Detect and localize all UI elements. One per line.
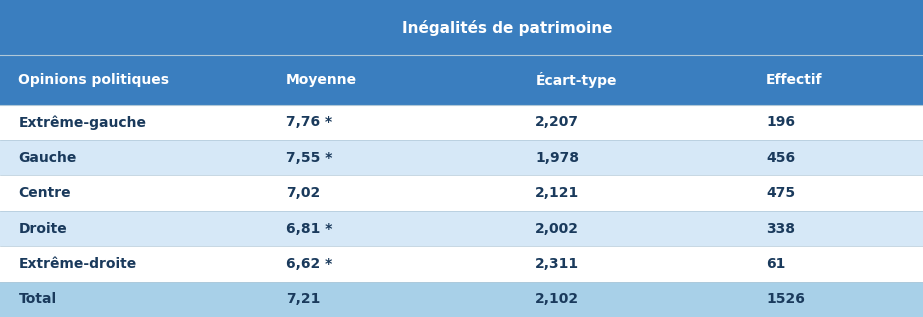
FancyBboxPatch shape xyxy=(0,281,923,317)
Text: Inégalités de patrimoine: Inégalités de patrimoine xyxy=(402,20,613,36)
FancyBboxPatch shape xyxy=(0,175,923,211)
Text: 7,21: 7,21 xyxy=(286,292,320,306)
Text: Total: Total xyxy=(18,292,56,306)
Text: 7,55 *: 7,55 * xyxy=(286,151,332,165)
Text: 475: 475 xyxy=(766,186,796,200)
Text: Opinions politiques: Opinions politiques xyxy=(18,73,170,87)
Text: 2,002: 2,002 xyxy=(535,222,580,236)
Text: Écart-type: Écart-type xyxy=(535,72,617,88)
Text: Extrême-droite: Extrême-droite xyxy=(18,257,137,271)
Text: 1,978: 1,978 xyxy=(535,151,580,165)
FancyBboxPatch shape xyxy=(0,0,923,55)
Text: 196: 196 xyxy=(766,115,795,129)
FancyBboxPatch shape xyxy=(0,246,923,281)
FancyBboxPatch shape xyxy=(0,211,923,246)
Text: 7,02: 7,02 xyxy=(286,186,320,200)
Text: Centre: Centre xyxy=(18,186,71,200)
Text: 2,207: 2,207 xyxy=(535,115,580,129)
FancyBboxPatch shape xyxy=(0,105,923,140)
Text: Extrême-gauche: Extrême-gauche xyxy=(18,115,147,130)
Text: Droite: Droite xyxy=(18,222,67,236)
Text: 7,76 *: 7,76 * xyxy=(286,115,332,129)
Text: 456: 456 xyxy=(766,151,796,165)
Text: 338: 338 xyxy=(766,222,795,236)
Text: 2,102: 2,102 xyxy=(535,292,580,306)
Text: Moyenne: Moyenne xyxy=(286,73,357,87)
Text: 1526: 1526 xyxy=(766,292,805,306)
Text: 6,62 *: 6,62 * xyxy=(286,257,332,271)
Text: 2,121: 2,121 xyxy=(535,186,580,200)
Text: Gauche: Gauche xyxy=(18,151,77,165)
Text: 61: 61 xyxy=(766,257,785,271)
Text: 6,81 *: 6,81 * xyxy=(286,222,332,236)
FancyBboxPatch shape xyxy=(0,55,923,105)
FancyBboxPatch shape xyxy=(0,140,923,175)
Text: 2,311: 2,311 xyxy=(535,257,580,271)
Text: Effectif: Effectif xyxy=(766,73,822,87)
